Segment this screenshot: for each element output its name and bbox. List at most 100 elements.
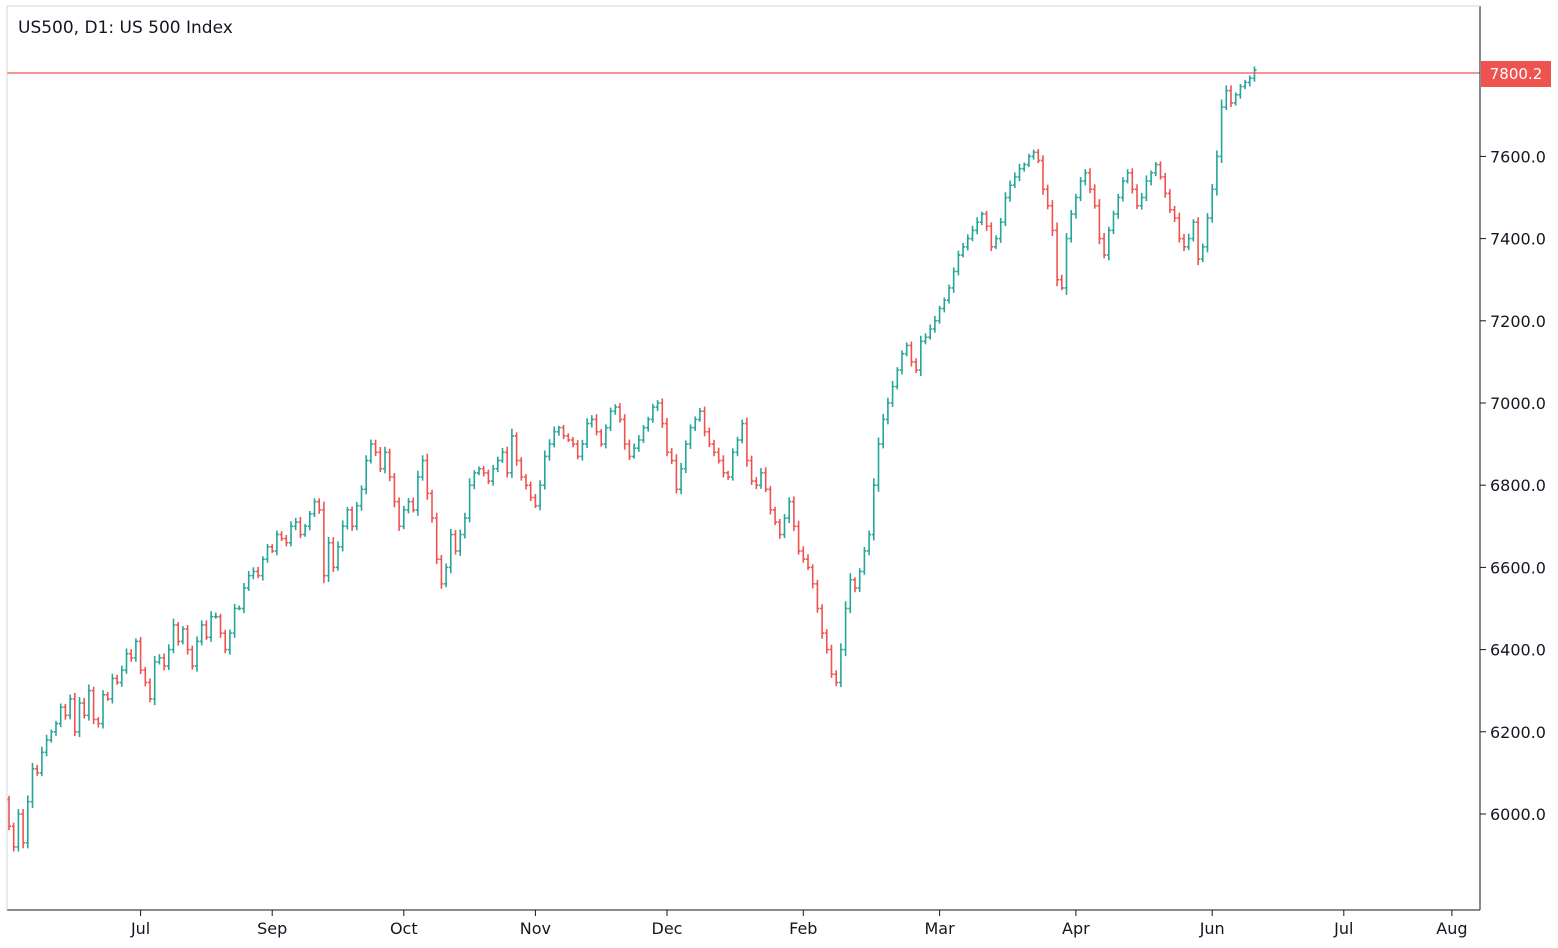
x-tick-label: Jul [1333,919,1353,938]
ohlc-bar [44,734,49,757]
ohlc-bar [1116,193,1121,219]
ohlc-bar [989,222,994,252]
ohlc-bar [702,406,707,437]
ohlc-bar [947,284,951,304]
ohlc-bar [298,516,303,539]
ohlc-bar [1191,219,1196,242]
ohlc-bar [1139,192,1144,210]
ohlc-bar [129,649,134,662]
ohlc-bar [30,762,35,808]
ohlc-bar [979,211,984,226]
ohlc-bar [1167,189,1172,214]
ohlc-bar [1238,83,1243,99]
ohlc-bar [171,618,176,654]
ohlc-bar [843,601,848,657]
ohlc-bar [284,535,289,547]
y-tick-label: 6200.0 [1490,723,1546,742]
ohlc-bar [458,529,463,556]
ohlc-bar [11,822,16,852]
x-tick-label: Dec [652,919,683,938]
ohlc-bar [101,690,105,729]
ohlc-bar [641,425,646,443]
ohlc-bar [632,443,637,459]
ohlc-bars [7,66,1257,852]
ohlc-bar [857,568,862,592]
ohlc-bar [571,437,575,448]
ohlc-bar [867,530,872,556]
ohlc-bar [383,446,387,474]
ohlc-bar [1059,274,1064,291]
ohlc-bar [1252,66,1257,82]
y-tick-label: 7400.0 [1490,230,1546,249]
ohlc-bar [434,512,439,565]
ohlc-bar [133,638,138,662]
ohlc-bar [730,448,735,481]
ohlc-bar [16,809,21,852]
ohlc-bar [740,419,745,444]
ohlc-bar [1111,210,1116,234]
ohlc-bar [1219,99,1224,163]
ohlc-bar [665,417,669,457]
ohlc-bar [552,426,557,448]
ohlc-bar [345,506,350,530]
ohlc-bar [289,521,293,547]
ohlc-bar [914,358,919,374]
ohlc-bar [1050,200,1055,236]
ohlc-bar [768,486,773,515]
last-price-label: 7800.2 [1481,61,1551,87]
ohlc-bar [777,518,782,539]
ohlc-bar [509,428,514,478]
ohlc-bar [848,573,853,614]
ohlc-bar [72,693,77,737]
ohlc-bar [688,424,693,450]
ohlc-bar [486,469,491,485]
ohlc-bar [152,656,157,706]
ohlc-bar [364,455,369,495]
ohlc-bar [1214,150,1219,196]
ohlc-bar [110,673,115,704]
time-axis[interactable]: Jul Sep Oct Nov Dec Feb Mar Apr Jun Jul Aug [130,910,1468,938]
ohlc-bar [199,620,204,646]
ohlc-bar [227,629,232,655]
ohlc-bar [340,520,345,552]
ohlc-bar [1120,177,1125,202]
ohlc-bar [307,511,312,531]
ohlc-bar [270,544,275,553]
ohlc-bar [528,481,533,502]
ohlc-bar [1083,169,1088,186]
ohlc-bar [556,425,561,436]
ohlc-bar [575,440,580,460]
ohlc-bar [928,324,933,340]
ohlc-bar [401,505,406,530]
ohlc-bar [1182,233,1186,252]
ohlc-bar [1003,192,1008,227]
ohlc-bar [759,467,763,489]
ohlc-bar [35,764,40,776]
ohlc-bar [1153,161,1158,177]
ohlc-bar [368,439,373,464]
ohlc-bar [7,795,11,831]
ohlc-bar [448,528,453,574]
ohlc-bar [1144,175,1149,202]
ohlc-bar [871,478,876,541]
ohlc-bar [256,566,261,579]
price-axis[interactable]: 6000.0 6200.0 6400.0 6600.0 6800.0 7000.0 7200… [1480,147,1546,824]
ohlc-bar [472,470,477,490]
ohlc-bar [1017,163,1022,182]
ohlc-bar [505,446,510,478]
ohlc-bar [462,512,467,539]
ohlc-bar [876,437,881,492]
ohlc-bar [646,416,651,432]
ohlc-bar [1026,153,1031,167]
ohlc-bar [834,670,839,687]
ohlc-bar [787,497,792,524]
ohlc-bar [707,427,712,448]
ohlc-bar [204,620,209,640]
ohlc-bar [801,546,806,563]
ohlc-bar [237,605,242,611]
ohlc-bar [1036,149,1041,164]
ohlc-bar [373,439,378,456]
ohlc-bar [303,523,308,537]
ohlc-bar [354,501,359,531]
